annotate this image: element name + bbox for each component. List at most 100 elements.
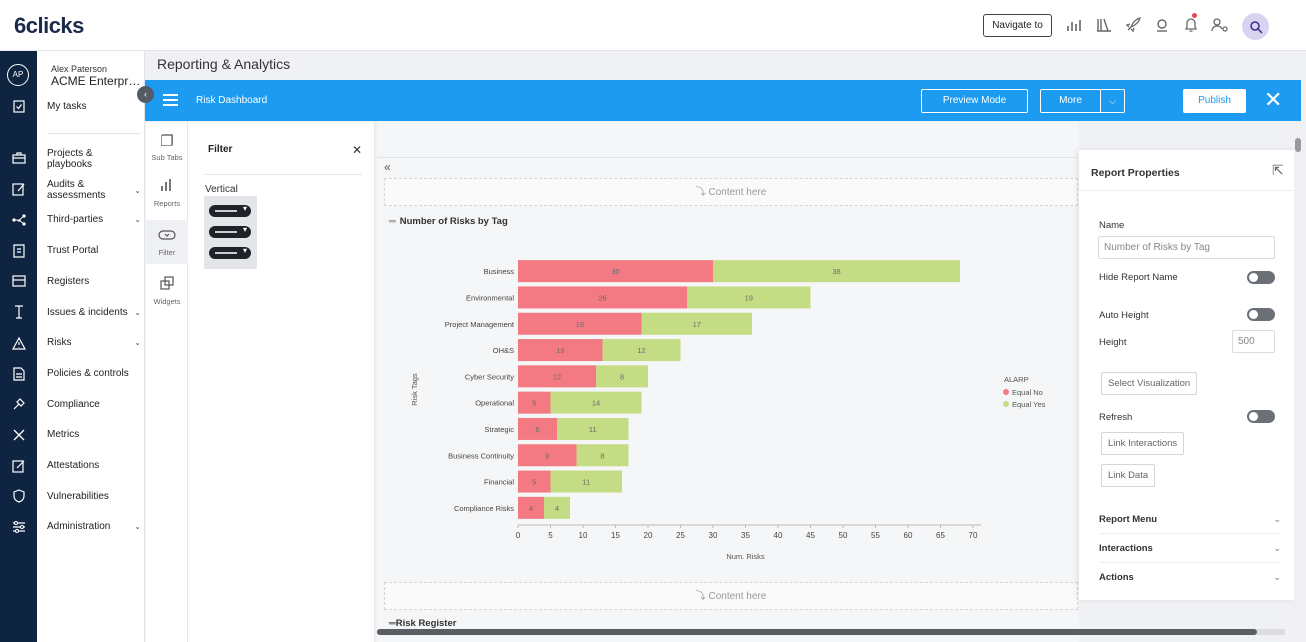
bar-equal-yes[interactable]	[713, 260, 960, 283]
bar-equal-no[interactable]	[518, 312, 642, 335]
content-drop-zone[interactable]: ⤵ Content here	[384, 178, 1078, 206]
issues-icon[interactable]	[0, 301, 37, 323]
bar-equal-no[interactable]	[518, 365, 596, 388]
sidebar-item-vulnerabilities[interactable]: Vulnerabilities	[47, 491, 143, 502]
report-header[interactable]: ═ Number of Risks by Tag	[389, 216, 508, 227]
audit-edit-icon[interactable]	[0, 178, 37, 200]
report-header[interactable]: ═Risk Register	[389, 618, 456, 629]
collapse-sidebar-button[interactable]: ‹	[137, 86, 154, 103]
close-icon[interactable]: ✕	[1264, 87, 1283, 112]
support-icon[interactable]	[1151, 13, 1173, 37]
bar-equal-no[interactable]	[518, 339, 603, 362]
sidebar-item-issues[interactable]: Issues & incidents ⌄	[47, 307, 143, 318]
content-drop-zone[interactable]: ⤵ Content here	[384, 582, 1078, 610]
bar-equal-no[interactable]	[518, 470, 551, 493]
third-party-network-icon[interactable]	[0, 209, 37, 231]
bar-equal-no[interactable]	[518, 286, 687, 309]
risk-warning-icon[interactable]	[0, 332, 37, 354]
bar-equal-no[interactable]	[518, 417, 557, 440]
sidebar-item-compliance[interactable]: Compliance	[47, 399, 143, 410]
interactions-section[interactable]: Interactions ⌄	[1099, 543, 1281, 563]
tab-reports[interactable]: Reports	[146, 178, 188, 222]
sidebar-item-registers[interactable]: Registers	[47, 276, 143, 287]
bar-equal-yes[interactable]	[576, 444, 629, 467]
sidebar-item-trust-portal[interactable]: Trust Portal	[47, 245, 143, 256]
bar-equal-yes[interactable]	[687, 286, 811, 309]
report-menu-section[interactable]: Report Menu ⌄	[1099, 514, 1281, 534]
drop-arrow-icon: ⤵	[695, 591, 709, 602]
bar-equal-no[interactable]	[518, 391, 551, 414]
registers-icon[interactable]	[0, 270, 37, 292]
tab-sub-tabs[interactable]: ❐ Sub Tabs	[146, 132, 188, 176]
rail-user-avatar[interactable]: AP	[7, 64, 29, 86]
publish-button[interactable]: Publish	[1183, 89, 1246, 113]
organization-name[interactable]: ACME Enterprise	[51, 74, 141, 88]
more-button-label[interactable]: More	[1041, 90, 1101, 112]
vertical-scrollbar[interactable]	[1294, 122, 1302, 642]
actions-section[interactable]: Actions ⌄	[1099, 572, 1281, 591]
drag-handle-icon[interactable]: ═	[389, 618, 396, 629]
attestations-icon[interactable]	[0, 455, 37, 477]
y-axis-label: Risk Tags	[410, 373, 419, 406]
hamburger-menu-icon[interactable]	[163, 94, 178, 106]
sidebar-item-policies[interactable]: Policies & controls	[47, 368, 143, 379]
vertical-filter-widget[interactable]	[204, 196, 257, 269]
administration-sliders-icon[interactable]	[0, 516, 37, 538]
more-dropdown[interactable]: More ⌵	[1040, 89, 1125, 113]
bar-equal-yes[interactable]	[557, 417, 629, 440]
hide-name-toggle[interactable]	[1247, 271, 1275, 284]
user-settings-icon[interactable]	[1209, 13, 1231, 37]
stacked-bar-chart[interactable]: Business 30 38 Environmental 26 19 Project Man…	[377, 230, 1077, 570]
bar-equal-no[interactable]	[518, 496, 544, 519]
navigate-to-button[interactable]: Navigate to	[983, 14, 1052, 37]
close-icon[interactable]: ✕	[352, 143, 363, 157]
shield-icon[interactable]	[0, 485, 37, 507]
sidebar-item-third-parties[interactable]: Third-parties ⌄	[47, 214, 143, 225]
bar-equal-yes[interactable]	[641, 312, 753, 335]
height-input[interactable]: 500	[1232, 330, 1275, 353]
sidebar-item-metrics[interactable]: Metrics	[47, 429, 143, 440]
horizontal-scrollbar[interactable]	[377, 629, 1285, 635]
sidebar-item-projects[interactable]: Projects & playbooks	[47, 148, 107, 170]
notification-bell-icon[interactable]	[1180, 13, 1202, 37]
trust-portal-icon[interactable]	[0, 240, 37, 262]
bar-equal-no[interactable]	[518, 444, 577, 467]
scrollbar-thumb[interactable]	[377, 629, 1257, 635]
sidebar-item-attestations[interactable]: Attestations	[47, 460, 143, 471]
data-label: 38	[832, 267, 840, 276]
compliance-icon[interactable]	[0, 393, 37, 415]
app-logo[interactable]: 6clicks	[14, 13, 84, 38]
bar-equal-yes[interactable]	[550, 470, 623, 493]
library-icon[interactable]	[1093, 13, 1115, 37]
chevron-down-icon[interactable]: ⌵	[1109, 96, 1116, 106]
double-chevron-left-icon[interactable]: «	[384, 160, 391, 174]
briefcase-icon[interactable]	[0, 147, 37, 169]
tasks-icon[interactable]	[0, 95, 37, 117]
sidebar-item-audits[interactable]: Audits & assessments ⌄	[47, 179, 143, 201]
bar-equal-yes[interactable]	[544, 496, 570, 519]
bar-equal-yes[interactable]	[550, 391, 642, 414]
select-visualization-button[interactable]: Select Visualization	[1101, 372, 1198, 395]
rocket-icon[interactable]	[1122, 13, 1144, 37]
external-link-icon[interactable]: ⇱	[1272, 162, 1284, 178]
preview-mode-button[interactable]: Preview Mode	[921, 89, 1028, 113]
bar-equal-yes[interactable]	[596, 365, 648, 388]
bar-equal-no[interactable]	[518, 260, 713, 283]
scrollbar-thumb[interactable]	[1295, 138, 1301, 152]
tab-filter[interactable]: Filter	[146, 220, 188, 264]
link-data-button[interactable]: Link Data	[1101, 464, 1156, 487]
user-avatar[interactable]	[1242, 13, 1269, 40]
auto-height-toggle[interactable]	[1247, 308, 1275, 321]
metrics-icon[interactable]	[0, 424, 37, 446]
sidebar-item-administration[interactable]: Administration ⌄	[47, 521, 143, 532]
link-interactions-button[interactable]: Link Interactions	[1101, 432, 1185, 455]
sidebar-item-risks[interactable]: Risks ⌄	[47, 337, 143, 348]
policies-icon[interactable]	[0, 363, 37, 385]
refresh-toggle[interactable]	[1247, 410, 1275, 423]
tab-widgets[interactable]: Widgets	[146, 276, 188, 320]
sidebar-item-my-tasks[interactable]: My tasks	[47, 101, 143, 112]
drag-handle-icon[interactable]: ═	[389, 216, 396, 227]
analytics-icon[interactable]	[1064, 13, 1086, 37]
report-name-input[interactable]	[1098, 236, 1275, 259]
bar-equal-yes[interactable]	[602, 339, 681, 362]
